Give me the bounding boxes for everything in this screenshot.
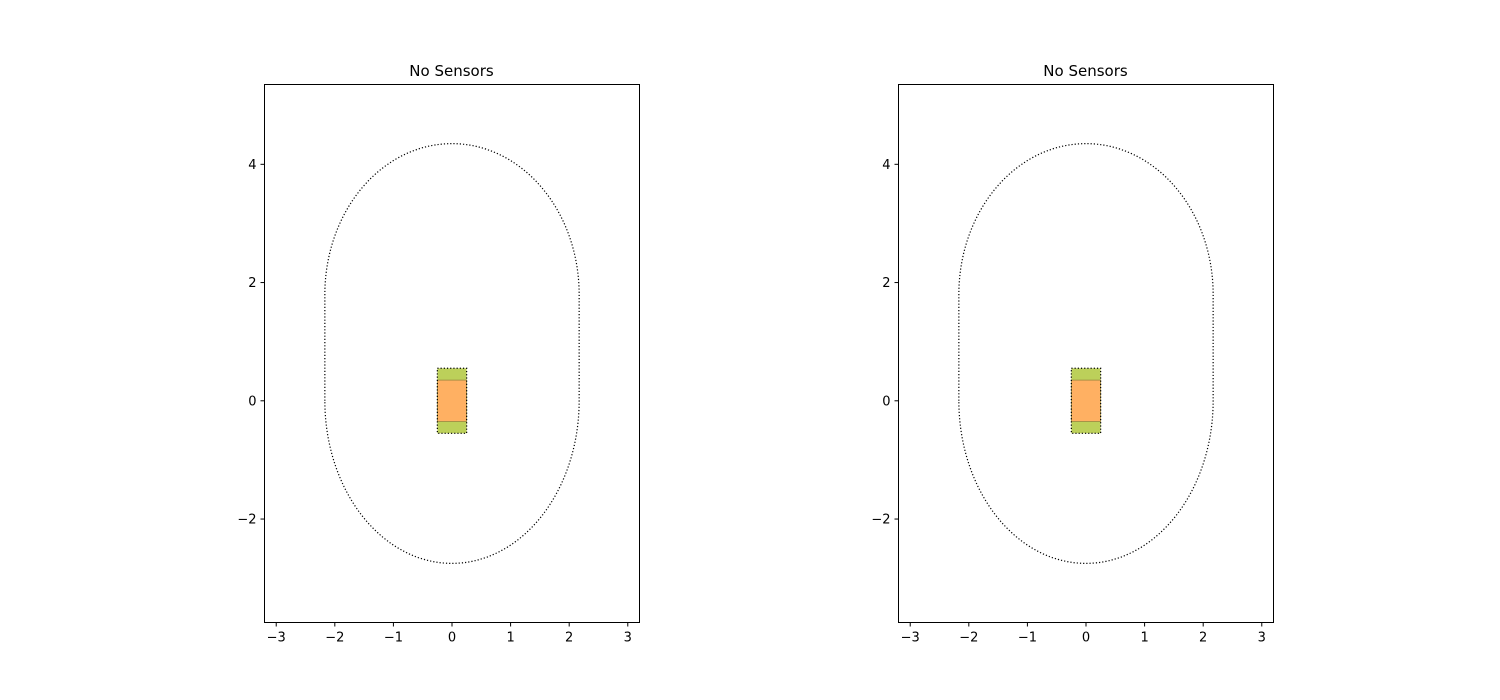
subplot-left: No Sensors −3 −2 −1 0 1 2 3 −2 0 2 4: [237, 62, 640, 646]
x-tick-label: 1: [506, 631, 514, 646]
subplot-right: No Sensors −3 −2 −1 0 1 2 3 −2 0 2 4: [871, 62, 1274, 646]
x-tick-label: 3: [624, 631, 632, 646]
orange-rect: [436, 379, 468, 422]
x-tick-label: 3: [1258, 631, 1266, 646]
x-tick-label: 2: [565, 631, 573, 646]
vehicle-outline: [436, 367, 468, 434]
y-tick-label: 0: [248, 394, 256, 409]
x-tick-label: 2: [1199, 631, 1207, 646]
x-tick-label: −1: [1018, 631, 1037, 646]
y-tick-label: 2: [248, 276, 256, 291]
y-tick-label: 0: [882, 394, 890, 409]
boundary-outline: [324, 143, 580, 564]
y-tick-label: 4: [882, 158, 890, 173]
x-tick-label: 0: [1082, 631, 1090, 646]
y-tick-label: −2: [871, 513, 890, 528]
subplot-title: No Sensors: [409, 62, 494, 80]
boundary-outline: [958, 143, 1214, 564]
vehicle-outline: [1070, 367, 1102, 434]
subplot-title: No Sensors: [1043, 62, 1128, 80]
y-tick-label: 4: [248, 158, 256, 173]
y-tick-label: 2: [882, 276, 890, 291]
x-tick-label: −2: [959, 631, 978, 646]
x-tick-label: 1: [1140, 631, 1148, 646]
x-tick-label: −2: [325, 631, 344, 646]
x-tick-label: −3: [901, 631, 920, 646]
orange-rect: [1070, 379, 1102, 422]
x-tick-label: −1: [384, 631, 403, 646]
x-tick-label: −3: [267, 631, 286, 646]
x-tick-label: 0: [448, 631, 456, 646]
y-tick-label: −2: [237, 513, 256, 528]
